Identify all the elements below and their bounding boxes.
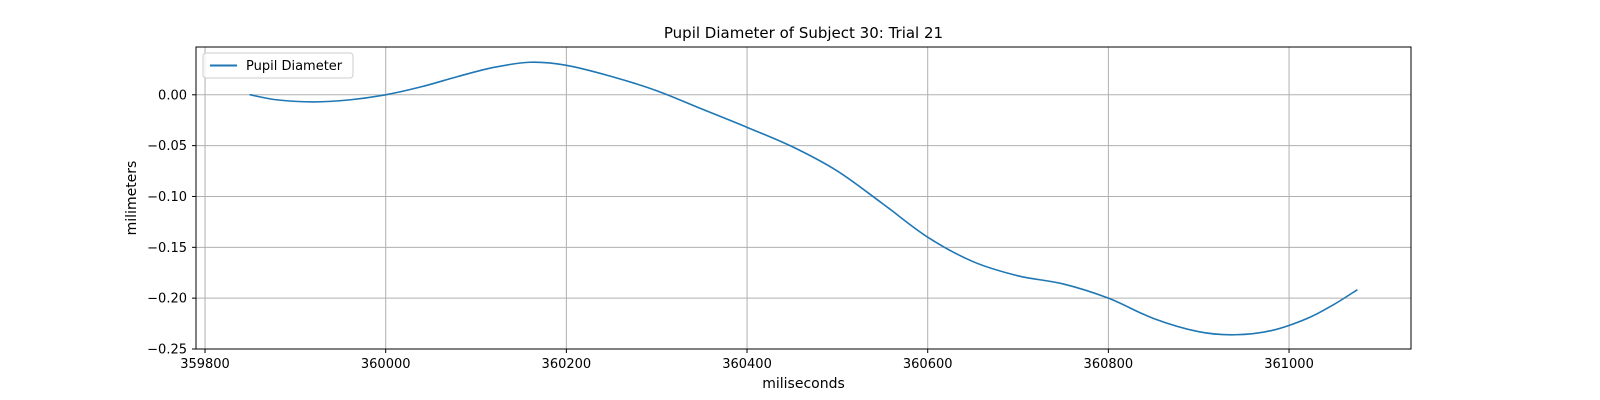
x-tick-label: 359800 [180, 357, 230, 372]
x-axis-ticks: 359800 360000 360200 360400 360600 360800 3610… [180, 349, 1314, 372]
x-axis-label: miliseconds [762, 376, 845, 392]
legend: Pupil Diameter [202, 52, 354, 79]
series-line-pupil-diameter [249, 61, 1358, 336]
x-tick-label: 361000 [1264, 357, 1314, 372]
y-tick-label: −0.25 [147, 343, 187, 358]
x-tick-label: 360800 [1084, 357, 1134, 372]
series-layer [249, 61, 1358, 336]
y-tick-label: −0.05 [147, 139, 187, 154]
x-tick-label: 360600 [903, 357, 953, 372]
plot-area-frame [195, 46, 1412, 350]
y-tick-label: −0.10 [147, 190, 187, 205]
y-axis-label: milimeters [124, 161, 140, 236]
legend-box [202, 52, 354, 79]
x-tick-label: 360200 [542, 357, 592, 372]
x-tick-label: 360400 [722, 357, 772, 372]
y-tick-label: −0.20 [147, 292, 187, 307]
y-tick-label: 0.00 [158, 88, 187, 103]
legend-entry-pupil-diameter: Pupil Diameter [246, 59, 343, 74]
grid-lines [196, 47, 1411, 350]
x-tick-label: 360000 [361, 357, 411, 372]
chart-title: Pupil Diameter of Subject 30: Trial 21 [664, 24, 943, 42]
y-tick-label: −0.15 [147, 241, 187, 256]
y-axis-ticks: 0.00 −0.05 −0.10 −0.15 −0.20 −0.25 [147, 88, 196, 358]
